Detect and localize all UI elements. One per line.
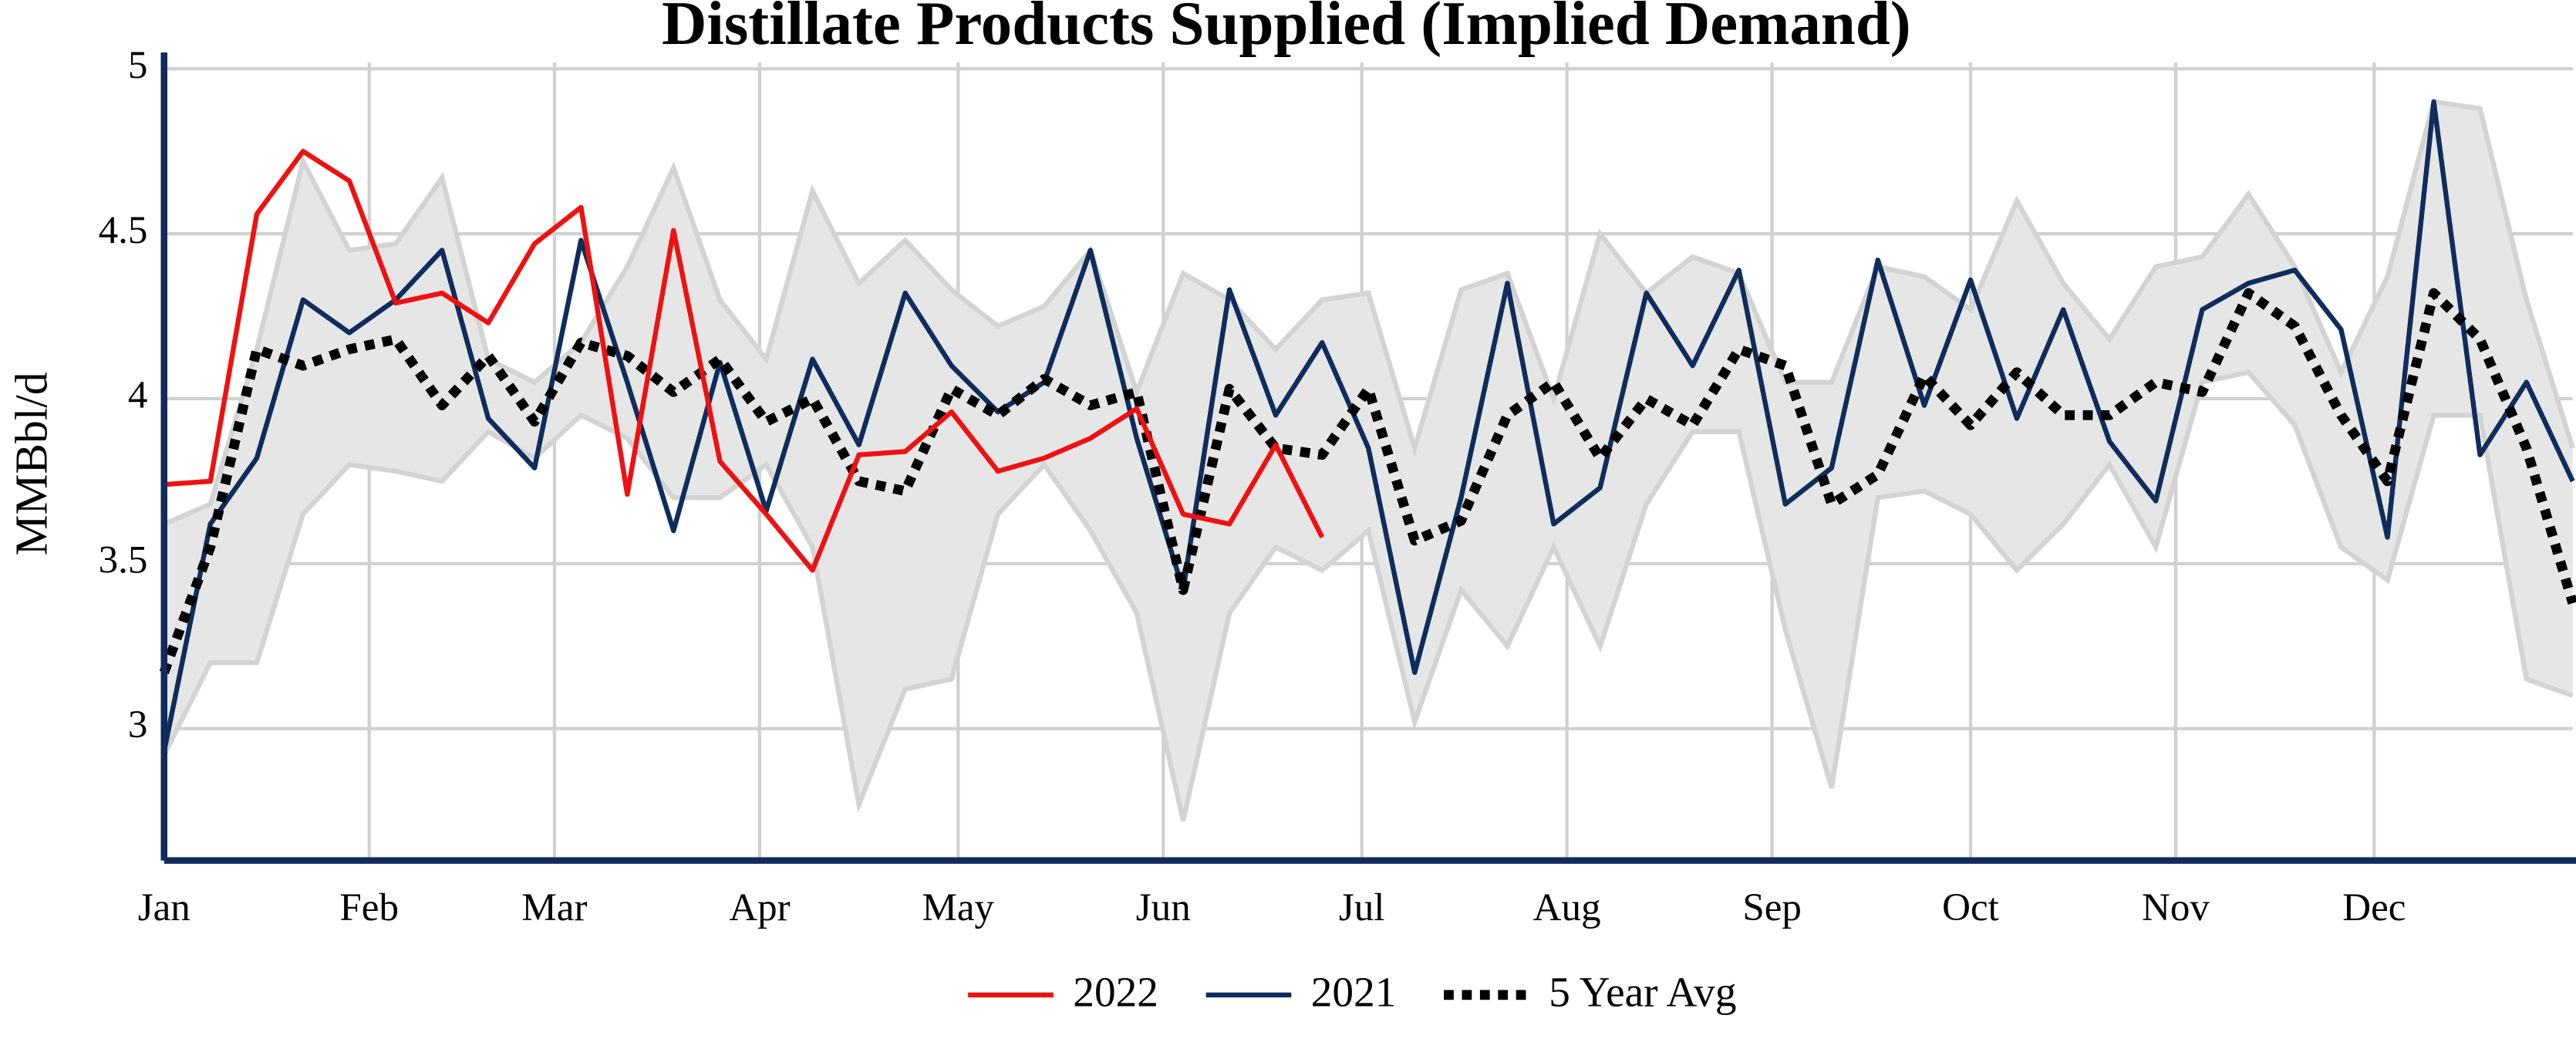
x-tick-label: Mar <box>521 886 587 929</box>
x-tick-label: May <box>922 886 995 929</box>
x-tick-label: Nov <box>2142 886 2210 929</box>
x-tick-label: Aug <box>1533 886 1601 929</box>
band-upper-edge <box>163 99 2575 527</box>
x-tick-label: Oct <box>1942 886 1999 929</box>
legend-label: 2021 <box>1311 969 1397 1016</box>
x-tick-label: Jun <box>1136 886 1191 929</box>
range-band <box>164 101 2573 821</box>
y-tick-label: 3 <box>128 703 148 747</box>
series-line <box>159 288 2576 675</box>
y-tick-label: 4.5 <box>99 209 148 252</box>
chart-title: Distillate Products Supplied (Implied De… <box>662 0 1911 58</box>
x-tick-label: Jul <box>1339 886 1385 929</box>
x-tick-label: Apr <box>729 886 790 929</box>
x-tick-label: Sep <box>1742 886 1802 929</box>
series-line <box>161 99 2575 753</box>
legend-label: 5 Year Avg <box>1549 969 1736 1016</box>
y-axis-label: MMBbl/d <box>5 372 56 555</box>
y-tick-label: 3.5 <box>99 538 148 582</box>
y-tick-label: 4 <box>128 374 148 417</box>
band-lower-edge <box>161 369 2574 821</box>
y-tick-label: 5 <box>128 44 148 87</box>
legend-label: 2022 <box>1073 969 1158 1016</box>
x-tick-label: Feb <box>339 886 399 929</box>
x-tick-label: Dec <box>2342 886 2406 929</box>
series-line <box>164 148 1325 573</box>
x-tick-label: Jan <box>138 886 191 929</box>
